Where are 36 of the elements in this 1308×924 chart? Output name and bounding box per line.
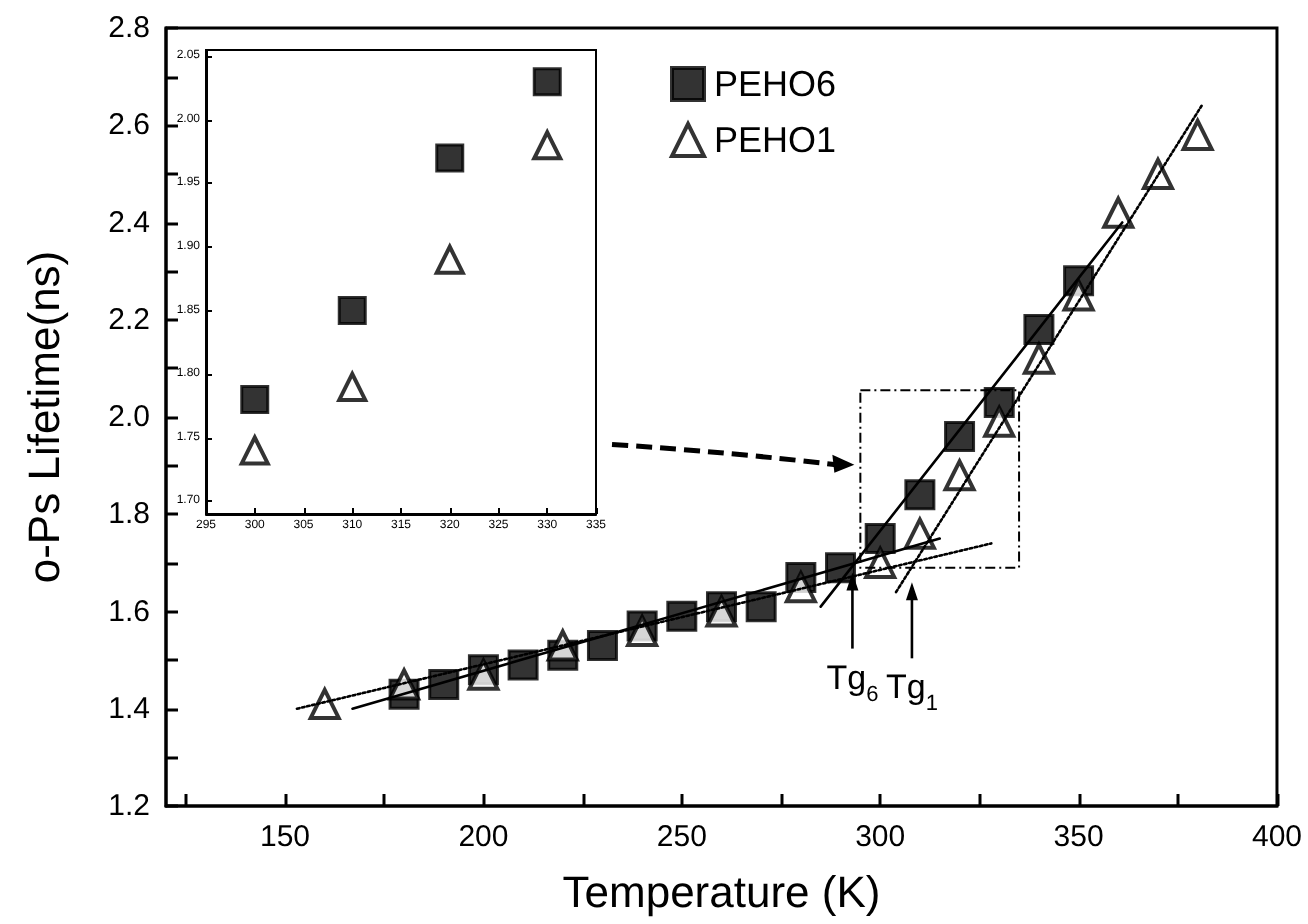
x-tick-label: 350 [1053, 820, 1104, 854]
point [240, 385, 270, 415]
point [532, 130, 563, 161]
y-tick-label: 1.4 [108, 691, 150, 726]
point [337, 371, 368, 402]
point [435, 143, 465, 173]
y-axis-title: o-Ps Lifetime(ns) [19, 250, 69, 584]
point [586, 630, 618, 662]
x-tick-label: 400 [1251, 820, 1302, 854]
point [239, 435, 270, 466]
x-tick-label: 300 [855, 820, 906, 854]
x-tick-label: 250 [656, 820, 707, 854]
legend-label: PEHO6 [714, 64, 837, 104]
x-tick-label: 200 [458, 820, 509, 854]
y-tick-label: 2.8 [108, 11, 150, 45]
y-tick-label: 1.2 [108, 789, 150, 823]
annotation: Tg$_{6}$ [826, 658, 879, 707]
y-tick-label: 2.6 [108, 108, 150, 143]
point [1102, 196, 1135, 229]
point [904, 479, 936, 511]
point [308, 687, 341, 720]
point [1181, 118, 1214, 151]
point [944, 420, 976, 452]
y-tick-label: 2.4 [108, 205, 150, 240]
annotation: Tg$_{1}$ [885, 668, 938, 717]
y-tick-label: 2.2 [108, 302, 150, 337]
x-tick-label: 150 [260, 820, 311, 854]
point [434, 244, 465, 275]
y-tick-label: 1.8 [108, 497, 150, 532]
point [337, 296, 367, 326]
point [943, 459, 976, 492]
point [532, 67, 562, 97]
y-tick-label: 1.6 [108, 594, 150, 629]
legend-label: PEHO1 [714, 120, 837, 160]
x-axis-title: Temperature (K) [562, 867, 881, 917]
y-tick-label: 2.0 [108, 400, 150, 434]
